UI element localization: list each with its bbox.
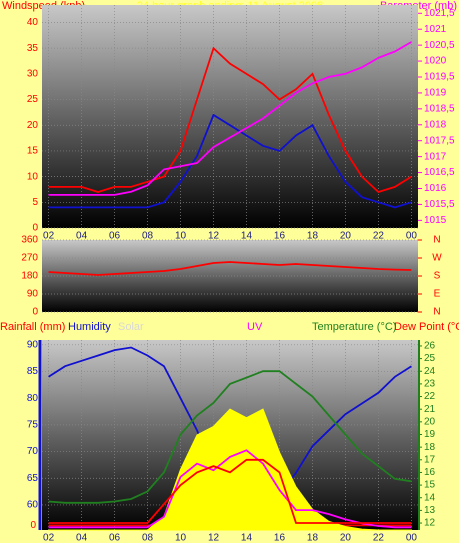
y-tick-label: 60: [27, 500, 39, 511]
x-tick-label: 12: [208, 533, 220, 543]
y2-tick-label: 1018,5: [424, 103, 455, 114]
x-tick-label: 14: [241, 231, 253, 242]
y-tick-label: 360: [21, 235, 38, 246]
series-line: [48, 113, 412, 209]
legend-entry: Solar: [118, 321, 144, 333]
y2-tick-label: 22: [424, 391, 436, 402]
y2-tick-label: 1018: [424, 119, 447, 130]
y-tick-label: 20: [27, 120, 39, 131]
y-tick-label: 180: [21, 271, 38, 282]
legend-entry: Temperature (°C): [312, 321, 396, 333]
y-tick-label: 85: [27, 366, 39, 377]
x-tick-label: 12: [208, 231, 220, 242]
y-tick-label: 10: [27, 171, 39, 182]
legend-entry: UV: [247, 321, 263, 333]
x-tick-label: 08: [142, 533, 154, 543]
x-tick-label: 04: [76, 533, 88, 543]
x-tick-label: 20: [340, 533, 352, 543]
x-tick-label: 02: [43, 533, 55, 543]
series-line: [48, 458, 412, 524]
y2-tick-label: S: [434, 271, 441, 282]
y-tick-label: 80: [27, 393, 39, 404]
x-tick-label: 06: [109, 533, 121, 543]
y-tick-label: 5: [32, 197, 38, 208]
y2-tick-label: 23: [424, 379, 436, 390]
y-tick-label: 90: [27, 339, 39, 350]
y-tick-label: 90: [27, 289, 39, 300]
x-tick-label: 20: [340, 231, 352, 242]
y2-tick-label: 13: [424, 505, 436, 516]
x-tick-label: 18: [307, 231, 319, 242]
y2-tick-label: 1021: [424, 24, 447, 35]
y2-tick-label: 1019,5: [424, 72, 455, 83]
y2-tick-label: 12: [424, 518, 436, 529]
y-tick-label: 0: [32, 307, 38, 318]
y-tick-label: 75: [27, 420, 39, 431]
series-area: [48, 408, 412, 531]
legend-entry: Rainfall (mm): [0, 321, 65, 333]
y2-tick-label: 1015,5: [424, 199, 455, 210]
plot-area: [42, 240, 418, 312]
x-tick-label: 06: [109, 231, 121, 242]
x-tick-label: 10: [175, 533, 187, 543]
series-line: [48, 261, 412, 276]
x-tick-label: 16: [274, 533, 286, 543]
y2-tick-label: 19: [424, 429, 436, 440]
y2-tick-label: 24: [424, 366, 436, 377]
x-tick-label: 14: [241, 533, 253, 543]
y2-tick-label: 16: [424, 467, 436, 478]
x-tick-label: 18: [307, 533, 319, 543]
y-tick-label: 65: [27, 473, 39, 484]
y2-tick-label: 25: [424, 353, 436, 364]
x-tick-label: 00: [406, 533, 418, 543]
y2-tick-label: 14: [424, 492, 436, 503]
legend-entry: Dew Point (°C: [394, 321, 459, 333]
y2-tick-label: 1020: [424, 56, 447, 67]
y-tick-label: 0: [32, 223, 38, 234]
series-line: [48, 46, 412, 194]
y-tick-label: 40: [27, 17, 39, 28]
y-tick-label: 30: [27, 68, 39, 79]
y2-tick-label: 26: [424, 341, 436, 352]
y2-tick-label: 1020,5: [424, 40, 455, 51]
x-tick-label: 04: [76, 231, 88, 242]
y2-tick-label: N: [433, 307, 440, 318]
y2-tick-label: 20: [424, 416, 436, 427]
y2-tick-label: 18: [424, 442, 436, 453]
x-tick-label: 08: [142, 231, 154, 242]
y2-tick-label: E: [434, 289, 441, 300]
y2-tick-label: 1017,5: [424, 135, 455, 146]
series-line: [48, 449, 412, 529]
y2-tick-label: 15: [424, 480, 436, 491]
x-tick-label: 00: [406, 231, 418, 242]
y2-tick-label: N: [433, 235, 440, 246]
x-tick-label: 22: [373, 231, 385, 242]
y2-tick-label: 1021,5: [424, 8, 455, 19]
y-tick-label: 70: [27, 446, 39, 457]
y2-tick-label: W: [432, 253, 442, 264]
legend-entry: Humidity: [68, 321, 111, 333]
y2-tick-label: 1015: [424, 215, 447, 226]
y2-tick-label: 17: [424, 454, 436, 465]
series-line: [48, 370, 412, 504]
y2-tick-label: 21: [424, 404, 436, 415]
x-tick-label: 16: [274, 231, 286, 242]
y2-tick-label: 1016: [424, 183, 447, 194]
y2-tick-label: 1017: [424, 151, 447, 162]
y-tick-label: 270: [21, 253, 38, 264]
y-tick-label: 15: [27, 146, 39, 157]
y2-axis-label: Barometer (mb): [380, 0, 457, 12]
y-tick-label: 25: [27, 94, 39, 105]
y3-tick-label: 0: [30, 520, 36, 531]
y2-tick-label: 1016,5: [424, 167, 455, 178]
x-tick-label: 22: [373, 533, 385, 543]
x-tick-label: 10: [175, 231, 187, 242]
y-tick-label: 35: [27, 43, 39, 54]
x-tick-label: 02: [43, 231, 55, 242]
y2-tick-label: 1019: [424, 88, 447, 99]
series-line: [48, 41, 412, 196]
